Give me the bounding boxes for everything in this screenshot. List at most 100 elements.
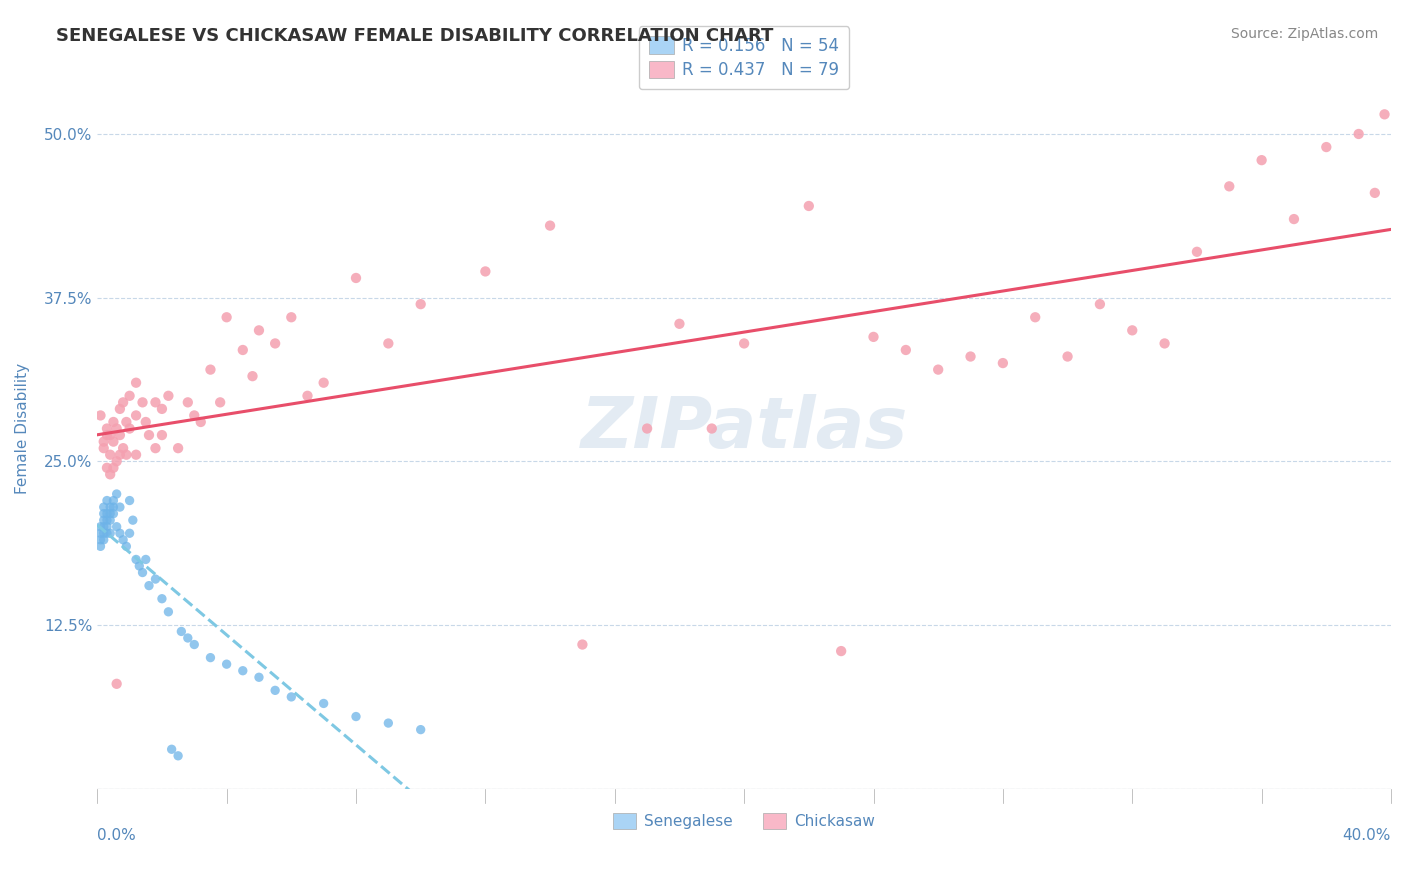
Point <box>108 428 131 442</box>
Point <box>98 526 121 541</box>
Point <box>409 297 432 311</box>
Point <box>247 670 270 684</box>
Point <box>183 409 205 423</box>
Point <box>98 513 121 527</box>
Point <box>115 540 138 554</box>
Point <box>264 683 287 698</box>
Point <box>103 500 125 514</box>
Point <box>190 415 212 429</box>
Point <box>474 264 496 278</box>
Point <box>96 519 118 533</box>
Point <box>108 401 131 416</box>
Point <box>150 401 173 416</box>
Point <box>93 500 115 514</box>
Point <box>1347 127 1369 141</box>
Point <box>280 310 302 325</box>
Point <box>96 513 118 527</box>
Point <box>297 389 319 403</box>
Point <box>1282 212 1305 227</box>
Point <box>125 376 148 390</box>
Point <box>108 448 131 462</box>
Point <box>247 323 270 337</box>
Point <box>89 540 111 554</box>
Point <box>103 415 125 429</box>
Point <box>96 460 118 475</box>
Point <box>96 421 118 435</box>
Point <box>1121 323 1143 337</box>
Point <box>135 552 157 566</box>
Point <box>797 199 820 213</box>
Point <box>1250 153 1272 168</box>
Point <box>167 748 190 763</box>
Point <box>377 716 399 731</box>
Point <box>105 454 128 468</box>
Point <box>700 421 723 435</box>
Text: ZIPatlas: ZIPatlas <box>581 394 908 463</box>
Point <box>200 362 222 376</box>
Point <box>991 356 1014 370</box>
Point <box>1315 140 1337 154</box>
Point <box>93 441 115 455</box>
Point <box>183 638 205 652</box>
Point <box>145 572 167 586</box>
Point <box>118 421 141 435</box>
Point <box>98 500 121 514</box>
Text: 40.0%: 40.0% <box>1343 828 1391 843</box>
Point <box>1153 336 1175 351</box>
Text: SENEGALESE VS CHICKASAW FEMALE DISABILITY CORRELATION CHART: SENEGALESE VS CHICKASAW FEMALE DISABILIT… <box>56 27 773 45</box>
Point <box>112 533 135 547</box>
Point <box>131 395 153 409</box>
Point <box>105 487 128 501</box>
Point <box>125 409 148 423</box>
Point <box>105 519 128 533</box>
Point <box>125 448 148 462</box>
Point <box>93 434 115 449</box>
Point <box>131 566 153 580</box>
Point <box>105 677 128 691</box>
Point <box>96 507 118 521</box>
Point <box>112 395 135 409</box>
Point <box>232 664 254 678</box>
Point <box>150 591 173 606</box>
Point <box>177 395 200 409</box>
Point <box>118 389 141 403</box>
Point <box>1364 186 1386 200</box>
Legend: Senegalese, Chickasaw: Senegalese, Chickasaw <box>605 805 884 838</box>
Point <box>1218 179 1240 194</box>
Y-axis label: Female Disability: Female Disability <box>15 363 30 494</box>
Point <box>1185 244 1208 259</box>
Point <box>121 513 143 527</box>
Point <box>242 369 264 384</box>
Point <box>232 343 254 357</box>
Point <box>93 533 115 547</box>
Point <box>1374 107 1396 121</box>
Point <box>115 415 138 429</box>
Point <box>125 552 148 566</box>
Point <box>733 336 755 351</box>
Point <box>89 409 111 423</box>
Point <box>1024 310 1046 325</box>
Point <box>103 460 125 475</box>
Point <box>150 428 173 442</box>
Point <box>105 421 128 435</box>
Point <box>89 519 111 533</box>
Point <box>93 519 115 533</box>
Point <box>200 650 222 665</box>
Point <box>98 467 121 482</box>
Point <box>103 493 125 508</box>
Point <box>157 389 180 403</box>
Point <box>571 638 593 652</box>
Point <box>93 526 115 541</box>
Point <box>128 559 150 574</box>
Text: Source: ZipAtlas.com: Source: ZipAtlas.com <box>1230 27 1378 41</box>
Point <box>145 395 167 409</box>
Point <box>138 579 160 593</box>
Point <box>538 219 561 233</box>
Point <box>377 336 399 351</box>
Point <box>145 441 167 455</box>
Point <box>668 317 690 331</box>
Point <box>96 428 118 442</box>
Point <box>93 513 115 527</box>
Point <box>264 336 287 351</box>
Point <box>312 376 335 390</box>
